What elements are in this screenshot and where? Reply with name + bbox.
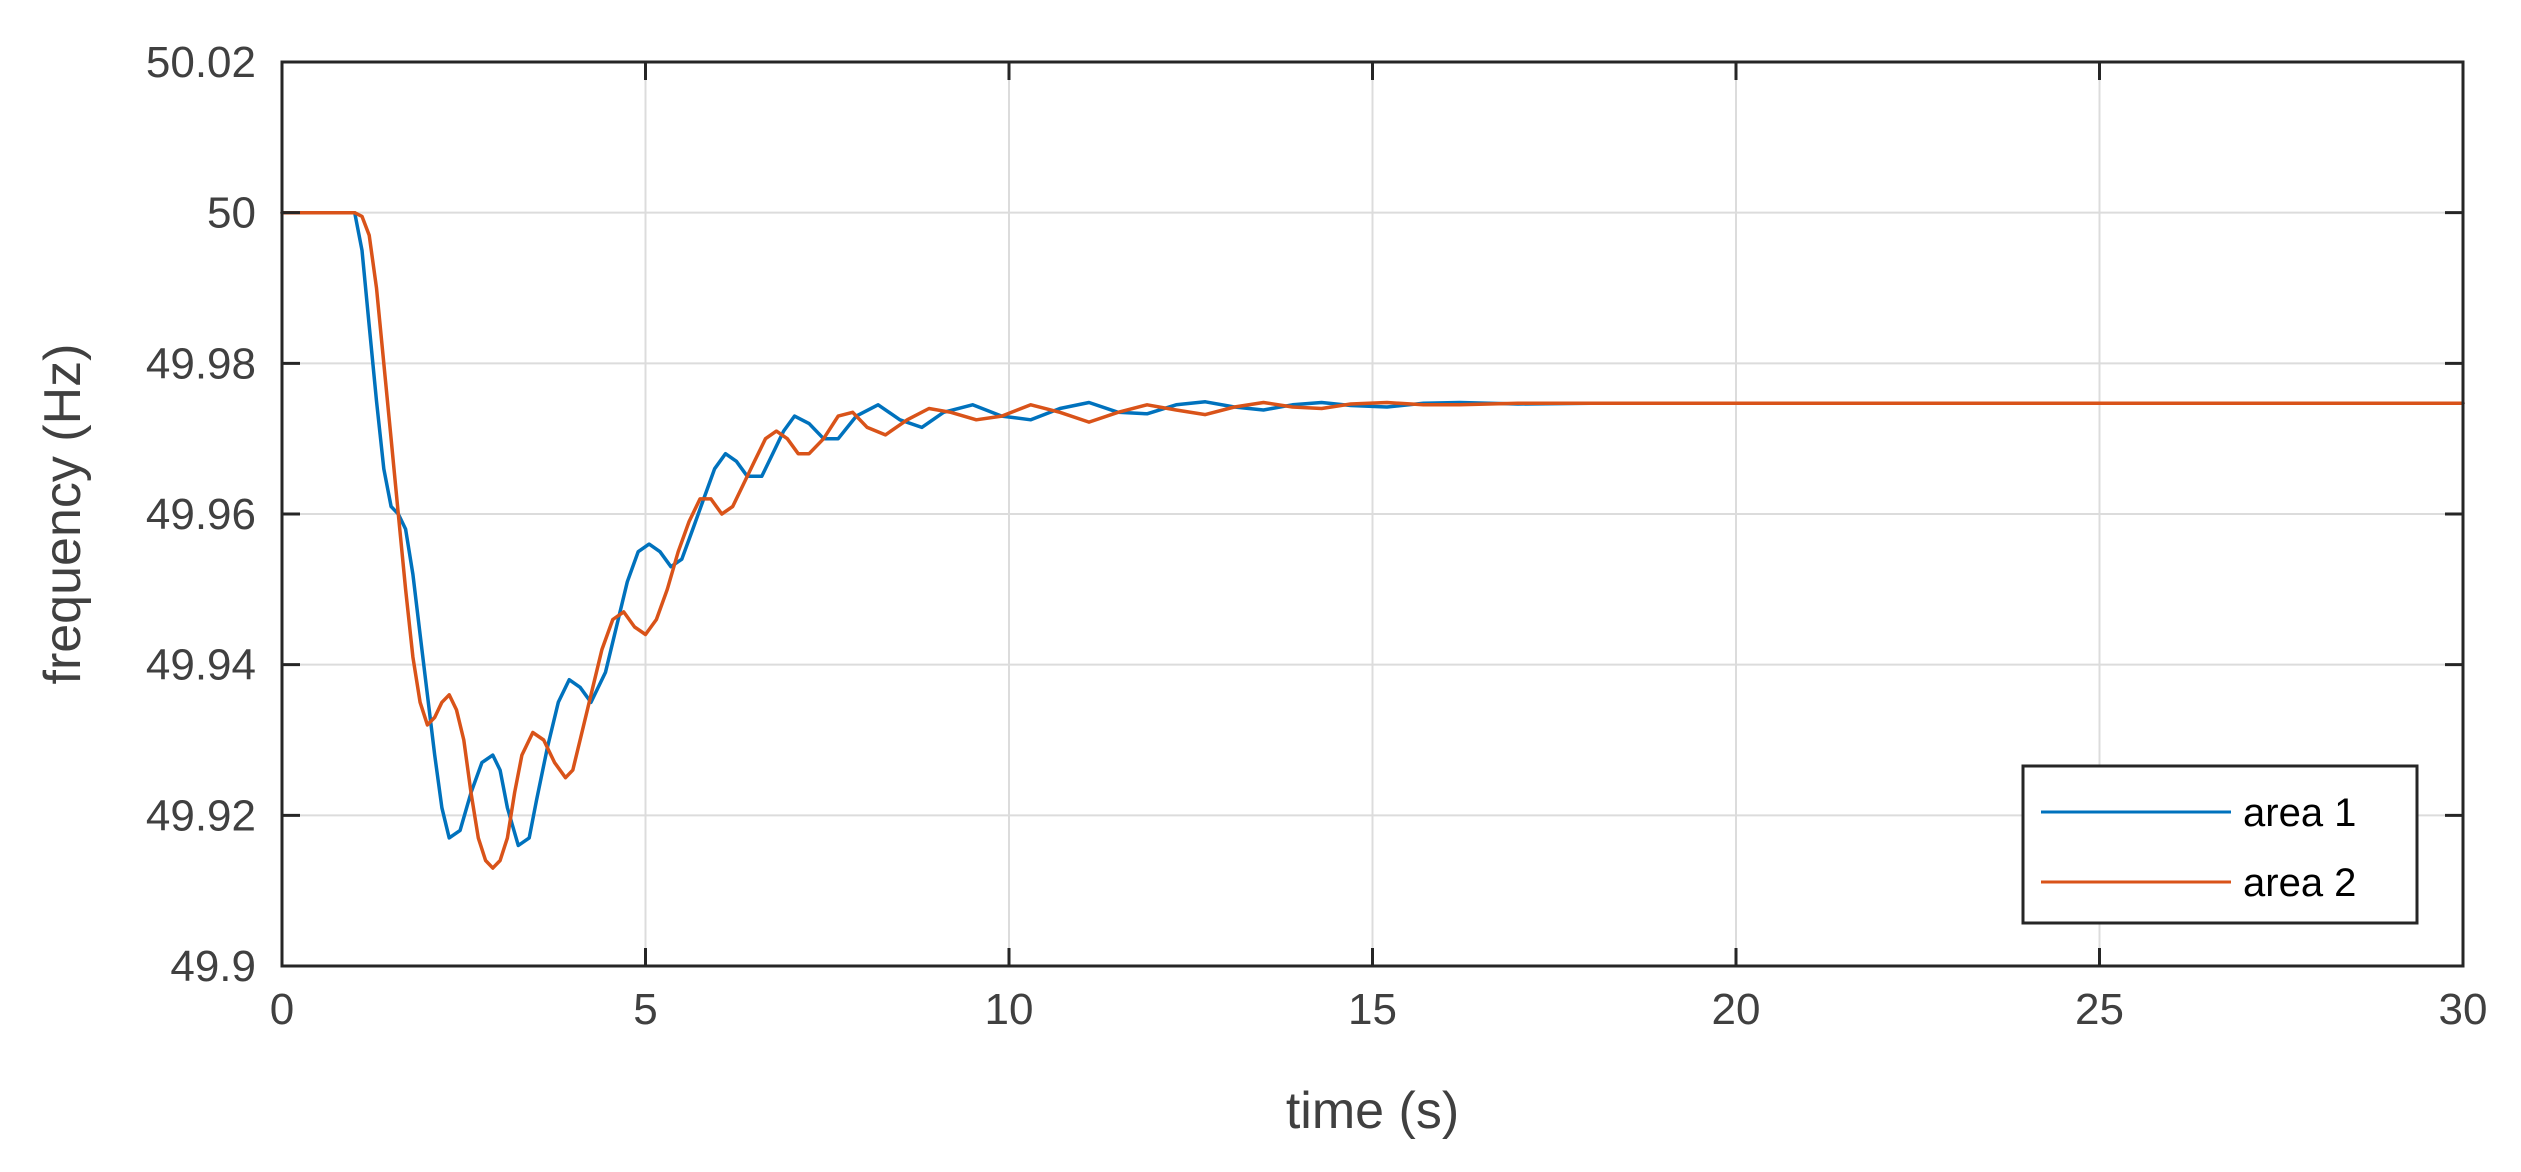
x-tick-label: 25 xyxy=(2075,985,2124,1034)
y-tick-label: 49.92 xyxy=(146,791,256,840)
legend-box xyxy=(2021,764,2419,925)
x-tick-label: 5 xyxy=(633,985,657,1034)
y-tick-label: 49.98 xyxy=(146,339,256,388)
x-tick-label: 30 xyxy=(2439,985,2488,1034)
grid-lines xyxy=(282,62,2463,966)
legend: area 1 area 2 xyxy=(2021,764,2419,925)
tick-marks xyxy=(280,60,2465,968)
y-tick-label: 50 xyxy=(207,189,256,238)
y-tick-label: 49.94 xyxy=(146,641,256,690)
x-tick-label: 15 xyxy=(1348,985,1397,1034)
y-tick-label: 50.02 xyxy=(146,38,256,87)
y-tick-label: 49.9 xyxy=(170,942,256,991)
legend-label-area-1: area 1 xyxy=(2243,791,2356,835)
x-tick-label: 10 xyxy=(985,985,1034,1034)
series-line-area-2 xyxy=(280,210,2465,870)
x-tick-label: 0 xyxy=(270,985,294,1034)
tick-labels: 0 5 10 15 20 25 30 49.9 49.92 49.94 49.96 49.98 50 50… xyxy=(146,38,2488,1034)
y-tick-label: 49.96 xyxy=(146,490,256,539)
legend-label-area-2: area 2 xyxy=(2243,861,2356,905)
x-tick-label: 20 xyxy=(1712,985,1761,1034)
series-layer xyxy=(280,210,2465,870)
x-axis-title: time (s) xyxy=(1286,1082,1459,1140)
y-axis-title: frequency (Hz) xyxy=(34,344,92,685)
